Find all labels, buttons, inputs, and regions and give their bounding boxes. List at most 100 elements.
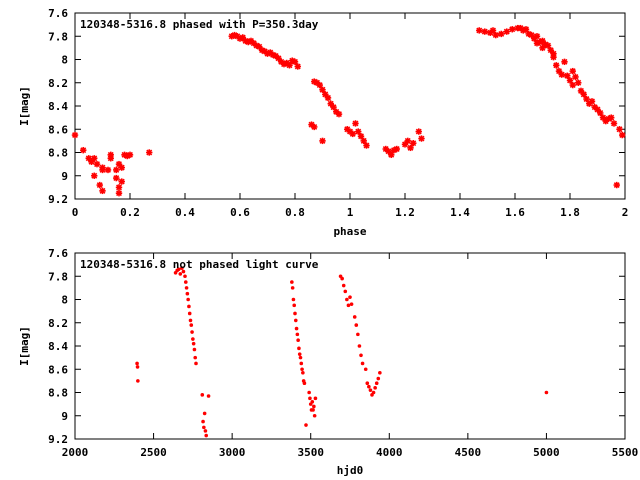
unphased-data-point bbox=[180, 266, 184, 270]
unphased-data-point bbox=[356, 332, 360, 337]
unphased-data-point bbox=[310, 400, 315, 404]
phased-y-tick-label: 8.2 bbox=[48, 77, 68, 90]
phased-data-point bbox=[553, 62, 560, 69]
unphased-data-point bbox=[190, 330, 194, 334]
unphased-data-point bbox=[373, 386, 377, 390]
phased-data-point bbox=[418, 135, 425, 142]
phased-x-tick-label: 0.2 bbox=[120, 206, 140, 219]
unphased-y-tick-label: 7.6 bbox=[48, 247, 68, 260]
phased-data-point bbox=[544, 42, 552, 49]
unphased-data-point bbox=[374, 381, 379, 386]
unphased-data-point bbox=[348, 295, 352, 299]
phased-light-curve-chart: 0 0.2 0.4 0.6 0.8 1 1.2 1.4 1.6 1.8 2 7.6 7.8 8 8.2 8.4… bbox=[18, 7, 628, 238]
phased-data-point bbox=[566, 77, 574, 84]
unphased-x-tick-label: 4500 bbox=[455, 446, 482, 459]
phased-data-point bbox=[88, 158, 95, 166]
phased-y-tick-label: 7.8 bbox=[48, 30, 68, 43]
unphased-data-point bbox=[186, 297, 190, 302]
phased-x-tick-label: 0.8 bbox=[285, 206, 305, 219]
phased-data-point bbox=[575, 79, 582, 86]
unphased-data-point bbox=[185, 291, 190, 296]
unphased-data-point bbox=[296, 338, 300, 342]
phased-data-point bbox=[115, 189, 123, 197]
phased-tick-labels: 0 0.2 0.4 0.6 0.8 1 1.2 1.4 1.6 1.8 2 7.6 7.8 8 8.2 8.4… bbox=[48, 7, 628, 219]
unphased-light-curve-chart: 2000 2500 3000 3500 4000 4500 5000 5500 7.6 7.8 8 8… bbox=[18, 247, 638, 477]
unphased-data-point bbox=[187, 311, 192, 316]
unphased-data-point bbox=[297, 352, 302, 356]
unphased-data-point bbox=[304, 423, 308, 427]
phased-data-point bbox=[558, 71, 565, 78]
phased-x-tick-label: 0 bbox=[72, 206, 79, 219]
unphased-x-axis-label: hjd0 bbox=[337, 464, 364, 477]
unphased-y-tick-label: 8.4 bbox=[48, 340, 68, 353]
phased-data-point bbox=[539, 37, 546, 45]
phased-data-point bbox=[115, 184, 123, 191]
phased-data-point bbox=[352, 120, 359, 127]
unphased-x-tick-label: 2500 bbox=[140, 446, 167, 459]
phased-data-point bbox=[107, 151, 114, 159]
phased-data-point bbox=[113, 174, 120, 182]
unphased-data-point bbox=[300, 367, 304, 372]
phased-data-point bbox=[291, 58, 299, 66]
unphased-data-point bbox=[183, 274, 187, 279]
phased-y-tick-label: 8 bbox=[61, 54, 68, 67]
phased-data-point bbox=[410, 139, 417, 147]
phased-data-point bbox=[481, 28, 488, 35]
phased-data-point bbox=[311, 123, 318, 131]
unphased-data-point bbox=[184, 286, 189, 290]
unphased-data-point bbox=[202, 411, 207, 416]
unphased-data-point bbox=[194, 361, 198, 366]
unphased-data-point bbox=[136, 379, 140, 383]
phased-data-point bbox=[388, 151, 395, 159]
phased-data-point bbox=[550, 50, 557, 57]
unphased-data-point bbox=[200, 393, 205, 397]
phased-data-point bbox=[115, 160, 123, 168]
unphased-data-point bbox=[191, 337, 195, 341]
phased-data-point bbox=[99, 164, 106, 171]
unphased-data-point bbox=[308, 396, 312, 401]
unphased-data-point bbox=[345, 297, 349, 302]
phased-x-tick-label: 0.6 bbox=[230, 206, 250, 219]
unphased-data-point bbox=[191, 341, 196, 346]
phased-data-point bbox=[616, 126, 623, 133]
phased-data-point bbox=[91, 155, 98, 162]
unphased-data-point bbox=[349, 302, 354, 306]
phased-chart-title: 120348-5316.8 phased with P=350.3day bbox=[80, 18, 319, 31]
unphased-x-tick-label: 2000 bbox=[62, 446, 89, 459]
phased-y-tick-label: 7.6 bbox=[48, 7, 68, 20]
unphased-y-tick-label: 9.2 bbox=[48, 433, 68, 446]
phased-data-point bbox=[498, 30, 505, 38]
unphased-data-point bbox=[294, 326, 299, 331]
phased-data-point bbox=[509, 26, 516, 33]
unphased-data-point bbox=[544, 390, 549, 395]
phased-y-tick-label: 9.2 bbox=[48, 193, 68, 206]
phased-data-point bbox=[588, 98, 596, 105]
phased-data-point bbox=[71, 131, 79, 139]
phased-data-point bbox=[146, 149, 153, 156]
unphased-data-point bbox=[295, 332, 300, 337]
phased-data-point bbox=[234, 33, 241, 40]
phased-data-point bbox=[335, 110, 343, 118]
unphased-data-point bbox=[297, 346, 301, 351]
phased-data-point bbox=[608, 114, 615, 121]
unphased-data-point bbox=[357, 344, 362, 348]
phased-y-tick-label: 8.6 bbox=[48, 123, 68, 136]
unphased-y-tick-label: 8.6 bbox=[48, 363, 68, 376]
unphased-data-point bbox=[352, 315, 357, 319]
unphased-data-point bbox=[311, 408, 315, 412]
phased-y-tick-label: 8.8 bbox=[48, 147, 68, 160]
phased-data-point bbox=[355, 128, 362, 135]
phased-y-tick-label: 9 bbox=[61, 170, 68, 183]
phased-data-point bbox=[363, 142, 370, 149]
phased-data-point bbox=[393, 145, 400, 153]
phased-data-point bbox=[619, 131, 626, 139]
unphased-data-point bbox=[359, 353, 363, 358]
phased-x-tick-label: 1 bbox=[347, 206, 354, 219]
phased-ticks bbox=[74, 12, 626, 200]
unphased-x-tick-label: 5000 bbox=[533, 446, 560, 459]
unphased-chart-title: 120348-5316.8 not phased light curve bbox=[80, 258, 319, 271]
phased-data-point bbox=[569, 67, 576, 75]
unphased-data-point bbox=[293, 318, 298, 323]
unphased-data-point bbox=[201, 419, 205, 424]
